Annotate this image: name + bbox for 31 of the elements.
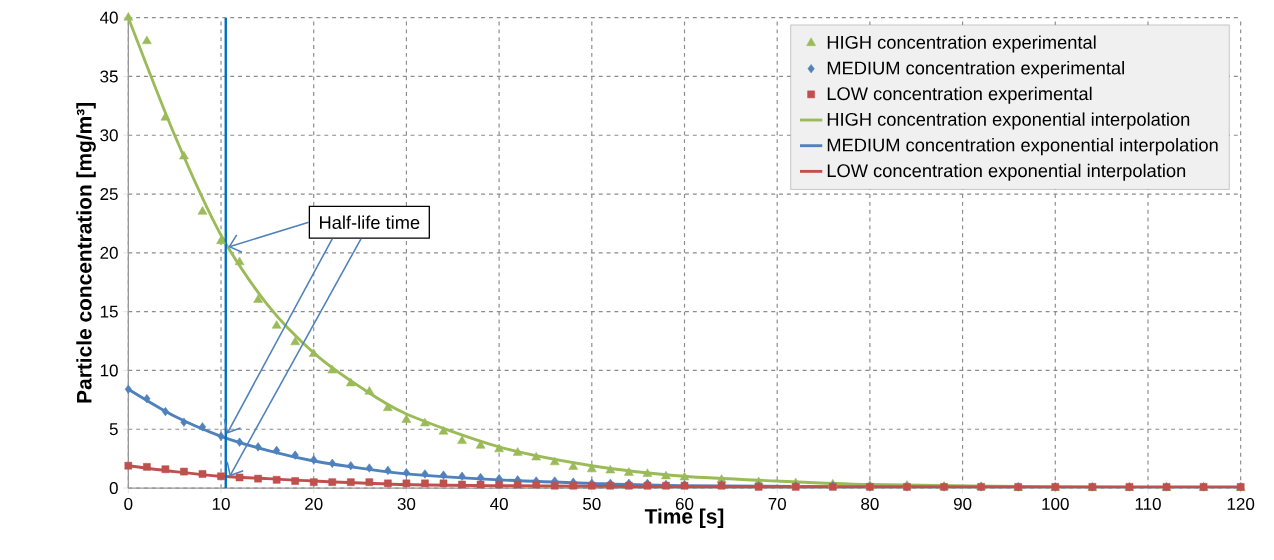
legend-label: MEDIUM concentration experimental xyxy=(827,61,1124,79)
x-tick-label: 120 xyxy=(1227,498,1255,511)
legend-label: HIGH concentration experimental xyxy=(827,35,1096,53)
x-tick-label: 80 xyxy=(861,498,879,511)
y-tick-label: 20 xyxy=(100,247,118,260)
x-tick-label: 70 xyxy=(768,498,786,511)
y-axis-title: Particle concentration [mg/m³] xyxy=(76,103,96,403)
legend-label: LOW concentration exponential interpolation xyxy=(827,163,1186,182)
annotation: Half-life time xyxy=(320,215,420,230)
x-tick-label: 50 xyxy=(583,498,601,511)
y-tick-label: 25 xyxy=(100,188,118,201)
y-tick-label: 35 xyxy=(100,70,118,83)
y-tick-label: 10 xyxy=(100,364,118,377)
legend-label: HIGH concentration exponential interpolation xyxy=(827,112,1190,130)
x-tick-label: 10 xyxy=(212,498,230,511)
x-tick-label: 110 xyxy=(1135,498,1161,511)
x-axis-title: Time [s] xyxy=(644,508,724,529)
legend-label: LOW concentration experimental xyxy=(827,86,1092,104)
y-tick-label: 40 xyxy=(99,11,118,24)
legend-label: MEDIUM concentration exponential interpolation xyxy=(827,138,1218,156)
x-tick-label: 30 xyxy=(397,498,416,511)
x-tick-label: 40 xyxy=(490,498,508,511)
y-tick-label: 5 xyxy=(109,423,118,436)
y-tick-label: 30 xyxy=(100,129,118,142)
x-tick-label: 0 xyxy=(124,498,133,511)
x-tick-label: 90 xyxy=(953,498,972,511)
x-tick-label: 60 xyxy=(675,498,694,511)
y-tick-label: 15 xyxy=(100,305,118,318)
x-tick-label: 20 xyxy=(305,498,323,511)
y-tick-label: 0 xyxy=(109,482,118,495)
x-tick-label: 100 xyxy=(1042,498,1069,511)
